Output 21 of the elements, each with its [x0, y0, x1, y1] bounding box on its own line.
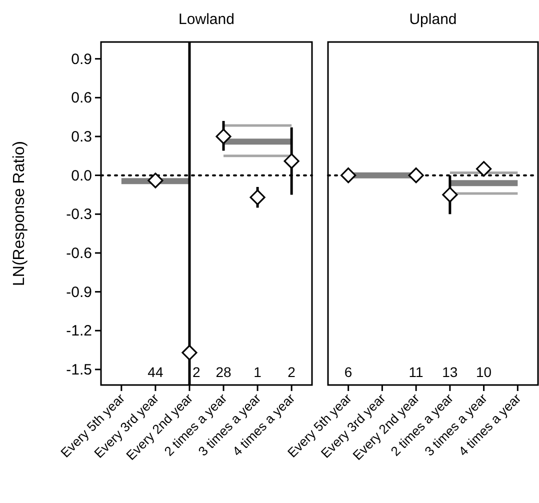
annotation: 2	[192, 364, 200, 380]
annotation: 11	[408, 364, 424, 380]
y-tick-label: -1.5	[66, 361, 92, 378]
y-tick-label: -0.3	[66, 206, 92, 224]
annotation: 28	[216, 364, 232, 380]
y-tick-label: -0.9	[66, 284, 92, 301]
y-tick-label: 0.0	[71, 167, 92, 184]
y-axis-title: LN(Response Ratio)	[11, 141, 28, 286]
annotation: 1	[254, 364, 262, 380]
annotation: 44	[148, 364, 164, 380]
annotation: 10	[476, 364, 492, 380]
y-tick-label: 0.3	[71, 128, 92, 146]
chart-title: Lowland	[178, 11, 234, 28]
y-tick-label: 0.9	[71, 50, 92, 68]
y-tick-label: 0.6	[71, 90, 92, 107]
annotation: 6	[344, 364, 352, 380]
chart-title: Upland	[409, 11, 457, 28]
y-tick-label: -0.6	[66, 244, 92, 262]
y-tick-label: -1.2	[66, 322, 92, 340]
annotation: 13	[442, 364, 458, 380]
annotation: 2	[288, 364, 296, 380]
